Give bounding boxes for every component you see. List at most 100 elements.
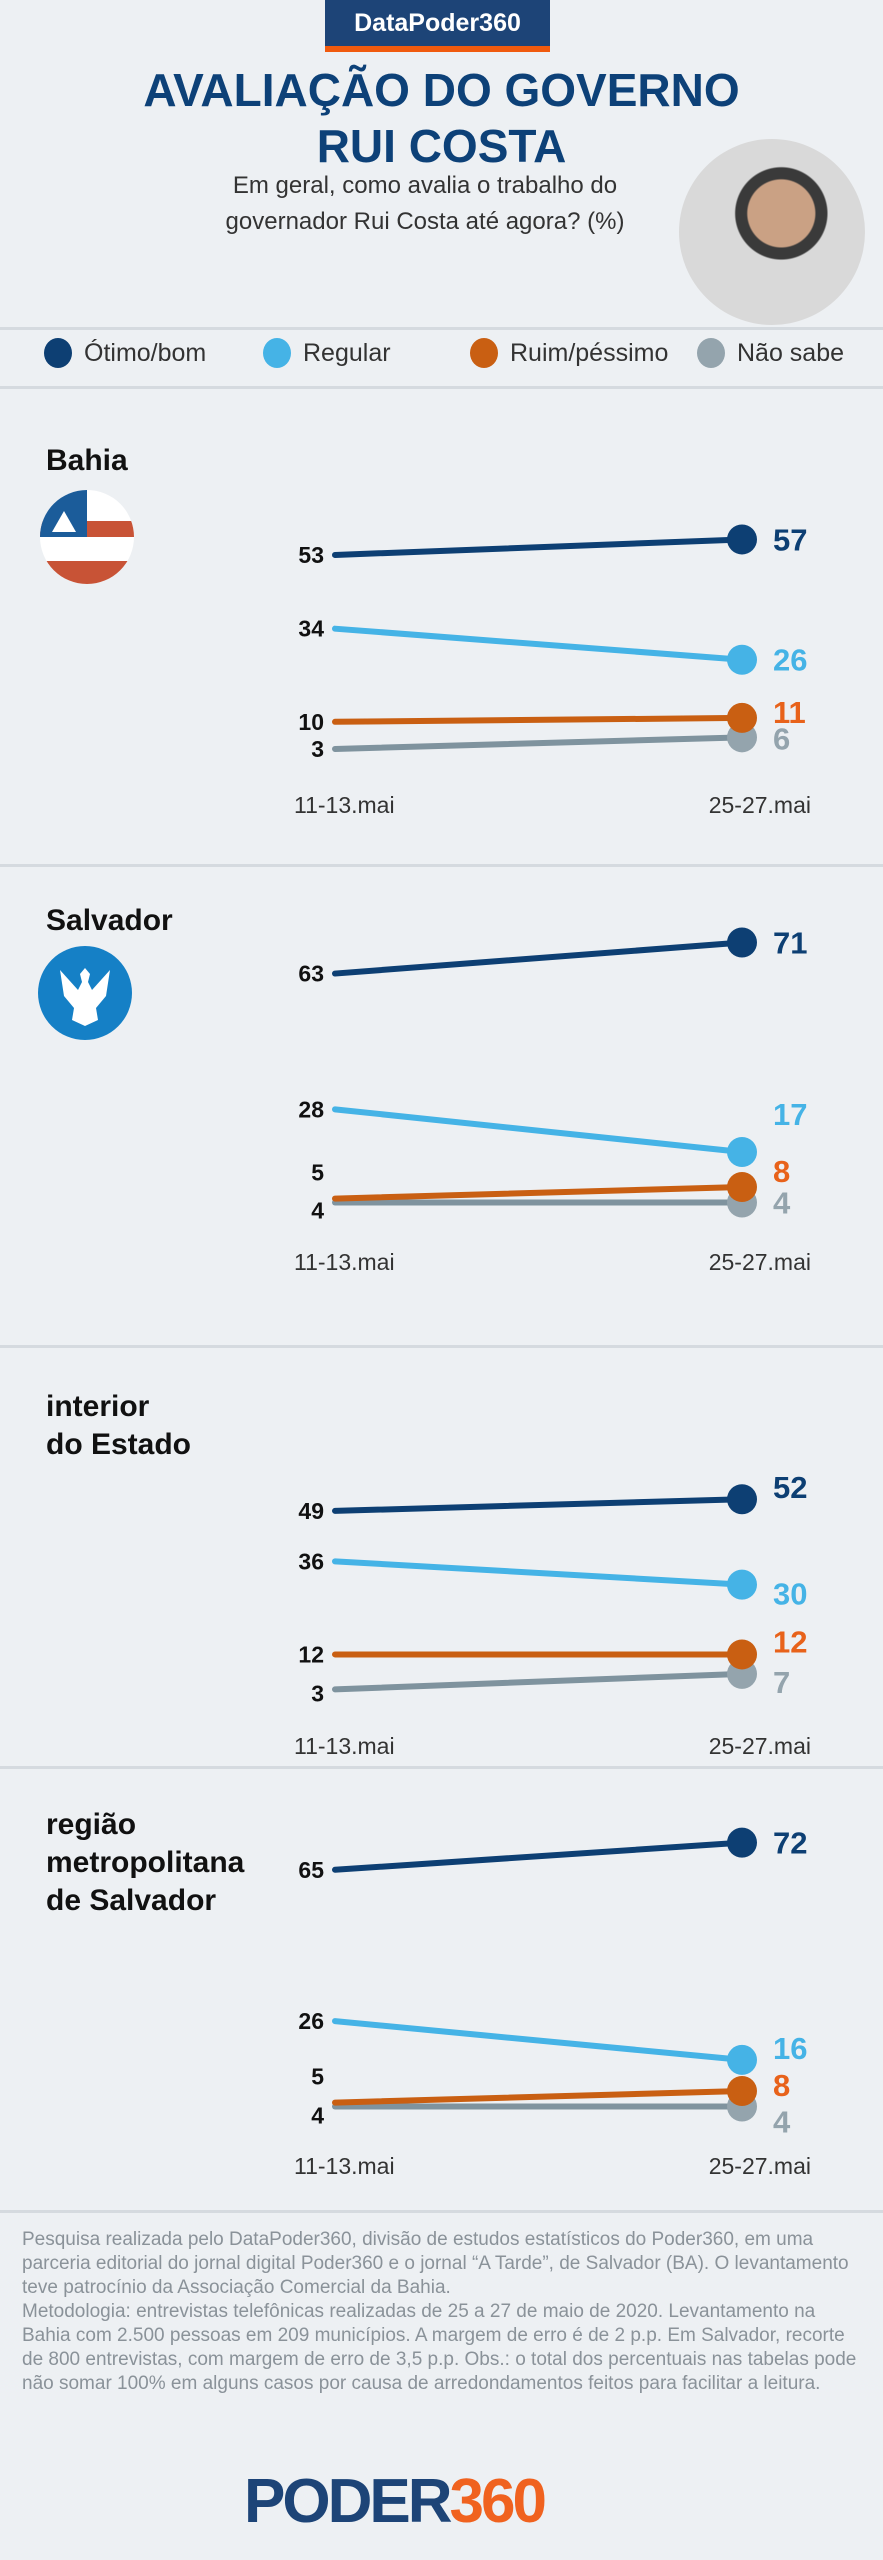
legend-label: Regular: [303, 338, 391, 367]
end-value-label: 7: [773, 1665, 790, 1700]
start-value-label: 53: [298, 542, 324, 568]
legend-label: Não sabe: [737, 338, 845, 367]
end-point: [727, 524, 757, 555]
x-tick-label: 25-27.mai: [709, 1249, 811, 1275]
end-point: [727, 1171, 757, 1202]
series-line: [332, 1183, 745, 1202]
end-point: [727, 1827, 757, 1858]
legend-item-ruim-pessimo: Ruim/péssimo: [470, 338, 668, 368]
start-value-label: 26: [298, 2008, 324, 2034]
divider: [0, 327, 883, 330]
section-title-salvador: Salvador: [46, 904, 173, 937]
divider: [0, 864, 883, 867]
end-value-label: 26: [773, 643, 807, 678]
start-value-label: 36: [298, 1548, 324, 1574]
end-value-label: 17: [773, 1097, 807, 1132]
series-line: [332, 714, 745, 725]
legend-label: Ótimo/bom: [84, 338, 207, 367]
section-title-line: de Salvador: [46, 1884, 217, 1917]
start-value-label: 49: [298, 1498, 324, 1524]
x-tick-label: 11-13.mai: [294, 2153, 395, 2179]
salvador-emblem-icon: [38, 946, 132, 1040]
end-value-label: 6: [773, 721, 790, 756]
series-line: [332, 2018, 745, 2063]
divider: [0, 1345, 883, 1348]
end-value-label: 71: [773, 926, 807, 961]
section-title-line: região: [46, 1808, 137, 1841]
start-value-label: 3: [311, 1680, 324, 1706]
governor-photo: [679, 139, 865, 325]
end-point: [727, 1639, 757, 1670]
legend-item-otimo-bom: Ótimo/bom: [44, 338, 206, 368]
legend-dot-icon: [44, 338, 72, 368]
divider: [0, 1766, 883, 1769]
section-title-interior: interior do Estado: [46, 1388, 191, 1464]
start-value-label: 34: [298, 616, 324, 642]
bahia-flag-icon: [40, 490, 134, 584]
end-point: [727, 1484, 757, 1515]
end-value-label: 72: [773, 1826, 807, 1861]
subtitle-line2: governador Rui Costa até agora? (%): [225, 208, 625, 235]
end-value-label: 57: [773, 522, 807, 557]
section-title-line: interior: [46, 1390, 150, 1423]
end-point: [727, 644, 757, 675]
start-value-label: 63: [298, 961, 324, 987]
logo-part2: 360: [449, 2467, 546, 2536]
series-line: [332, 734, 745, 752]
x-tick-label: 11-13.mai: [294, 792, 395, 818]
series-line: [332, 2087, 745, 2106]
x-tick-label: 11-13.mai: [294, 1249, 395, 1275]
end-value-label: 4: [773, 1185, 791, 1220]
end-point: [727, 1137, 757, 1168]
start-value-label: 3: [311, 736, 324, 762]
x-tick-label: 25-27.mai: [709, 792, 811, 818]
section-title-regiao-metropolitana: região metropolitana de Salvador: [46, 1806, 244, 1920]
end-point: [727, 1569, 757, 1600]
series-line: [332, 939, 745, 977]
legend: Ótimo/bom Regular Ruim/péssimo Não sabe: [0, 338, 883, 382]
series-line: [332, 1670, 745, 1693]
subtitle-line1: Em geral, como avalia o trabalho do: [232, 172, 618, 199]
series-line: [332, 536, 745, 558]
legend-dot-icon: [263, 338, 291, 368]
series-line: [332, 1496, 745, 1514]
x-tick-label: 11-13.mai: [294, 1733, 395, 1759]
series-line: [332, 1106, 745, 1156]
section-title-bahia: Bahia: [46, 444, 128, 477]
legend-dot-icon: [470, 338, 498, 368]
legend-label: Ruim/péssimo: [510, 338, 669, 367]
series-line: [332, 625, 745, 663]
start-value-label: 4: [311, 2102, 324, 2128]
start-value-label: 10: [298, 709, 324, 735]
series-line: [332, 1839, 745, 1873]
section-title-line: metropolitana: [46, 1846, 245, 1879]
poder360-logo: PODER360: [244, 2471, 644, 2533]
end-point: [727, 2044, 757, 2075]
end-value-label: 30: [773, 1577, 807, 1612]
start-value-label: 65: [298, 1857, 324, 1883]
end-value-label: 4: [773, 2104, 791, 2139]
start-value-label: 5: [311, 2064, 324, 2090]
legend-item-regular: Regular: [263, 338, 391, 368]
end-value-label: 16: [773, 2031, 807, 2066]
methodology-note: Pesquisa realizada pelo DataPoder360, di…: [22, 2229, 857, 2394]
x-tick-label: 25-27.mai: [709, 2153, 811, 2179]
page-subtitle: Em geral, como avalia o trabalho do gove…: [190, 168, 660, 240]
series-line: [332, 1558, 745, 1588]
section-title-line: do Estado: [46, 1428, 192, 1461]
datapoder360-badge: DataPoder360: [325, 0, 550, 52]
start-value-label: 4: [311, 1197, 324, 1223]
divider: [0, 2210, 883, 2213]
page-title-line1: AVALIAÇÃO DO GOVERNO: [143, 64, 740, 116]
end-point: [727, 927, 757, 958]
end-value-label: 11: [773, 695, 806, 730]
start-value-label: 28: [298, 1096, 324, 1122]
end-value-label: 52: [773, 1470, 807, 1505]
end-value-label: 12: [773, 1624, 807, 1659]
divider: [0, 386, 883, 389]
legend-item-nao-sabe: Não sabe: [697, 338, 844, 368]
start-value-label: 5: [311, 1160, 324, 1186]
page-title-line2: RUI COSTA: [316, 120, 567, 172]
x-tick-label: 25-27.mai: [709, 1733, 811, 1759]
